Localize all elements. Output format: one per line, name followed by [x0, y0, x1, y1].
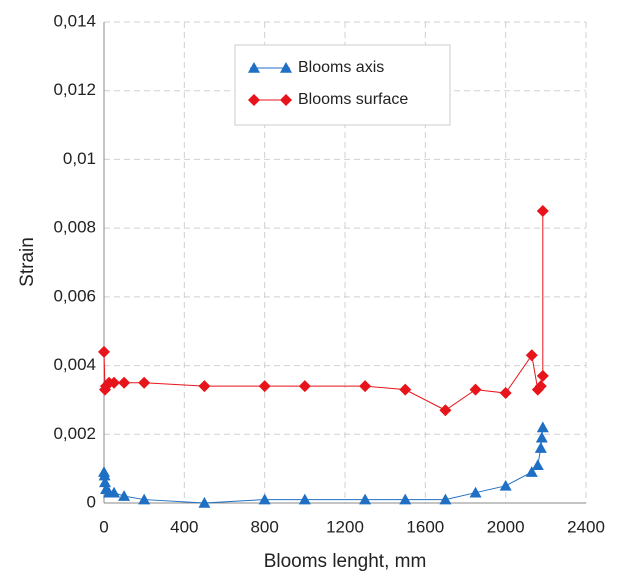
marker — [531, 459, 544, 471]
y-axis-title: Strain — [17, 237, 38, 287]
y-tick-label: 0,008 — [53, 218, 96, 237]
marker — [98, 469, 111, 481]
y-tick-label: 0,01 — [63, 149, 96, 168]
series-line — [103, 210, 544, 411]
marker — [138, 376, 151, 389]
marker — [359, 493, 372, 505]
marker — [108, 486, 121, 498]
marker — [298, 380, 311, 393]
y-tick-label: 0,014 — [53, 11, 96, 30]
marker — [536, 369, 549, 382]
marker — [138, 493, 151, 505]
marker — [298, 493, 311, 505]
marker — [258, 380, 271, 393]
x-tick-label: 400 — [170, 517, 198, 536]
x-tick-label: 1200 — [326, 517, 364, 536]
x-tick-label: 0 — [99, 517, 108, 536]
y-tick-label: 0,002 — [53, 424, 96, 443]
marker — [534, 442, 547, 453]
marker — [499, 479, 512, 491]
marker — [469, 383, 482, 396]
marker — [534, 380, 547, 393]
x-tick-label: 1600 — [406, 517, 444, 536]
marker — [198, 380, 211, 393]
marker — [525, 349, 538, 362]
marker — [399, 383, 412, 396]
marker — [280, 94, 292, 106]
legend-label: Blooms surface — [298, 91, 408, 108]
y-tick-label: 0 — [87, 492, 96, 511]
marker — [108, 376, 121, 389]
marker — [118, 490, 131, 501]
marker — [248, 94, 260, 106]
y-tick-label: 0,006 — [53, 286, 96, 305]
x-axis-title: Blooms lenght, mm — [264, 551, 427, 572]
marker — [469, 486, 482, 498]
x-tick-label: 2000 — [487, 517, 525, 536]
legend-label: Blooms axis — [298, 59, 384, 76]
marker — [439, 404, 452, 417]
x-tick-label: 800 — [250, 517, 278, 536]
marker — [98, 345, 110, 358]
marker — [536, 421, 549, 433]
marker — [439, 493, 452, 505]
marker — [198, 497, 211, 508]
x-tick-label: 2400 — [567, 517, 605, 536]
marker — [399, 493, 412, 505]
marker — [118, 376, 131, 389]
y-tick-label: 0,012 — [53, 80, 96, 99]
marker — [258, 493, 271, 505]
marker — [536, 204, 549, 217]
marker — [499, 387, 512, 400]
marker — [248, 62, 260, 73]
marker — [359, 380, 372, 393]
marker — [535, 431, 548, 443]
y-tick-label: 0,004 — [53, 355, 96, 374]
marker — [280, 62, 292, 73]
marker — [99, 476, 112, 488]
legend-box — [234, 44, 451, 126]
marker — [525, 466, 538, 477]
